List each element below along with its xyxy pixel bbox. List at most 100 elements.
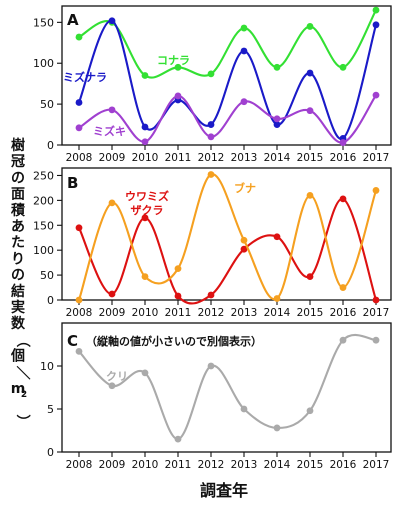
x-tick-label: 2009	[99, 459, 126, 471]
data-point	[108, 382, 116, 390]
y-axis-title-char: m	[11, 381, 26, 397]
y-tick-label: 50	[40, 269, 54, 282]
data-point	[141, 138, 149, 146]
x-tick-label: 2014	[264, 307, 291, 319]
y-axis-title-char: 樹	[11, 137, 25, 154]
panel-label: B	[67, 174, 78, 192]
y-tick-label: 0	[47, 139, 54, 152]
data-point	[306, 69, 314, 77]
plot-frame	[61, 5, 392, 146]
data-point	[141, 72, 149, 79]
x-tick-label: 2010	[132, 307, 159, 319]
data-point	[273, 295, 281, 302]
data-point	[240, 47, 248, 55]
x-tick-label: 2008	[66, 459, 93, 471]
y-tick-label: 100	[33, 57, 54, 70]
y-tick-label: 250	[33, 169, 54, 182]
data-point	[75, 99, 83, 106]
data-point	[372, 91, 380, 99]
data-point	[75, 124, 83, 132]
data-point	[75, 296, 83, 304]
x-tick-label: 2017	[363, 307, 390, 319]
x-tick-label: 2016	[330, 152, 357, 164]
x-tick-label: 2011	[165, 459, 192, 471]
series-label: ウワミズ	[125, 189, 169, 203]
y-axis-title-char: （	[14, 333, 30, 347]
data-point	[273, 424, 281, 432]
x-tick-label: 2012	[198, 459, 225, 471]
data-point	[306, 273, 314, 280]
data-point	[108, 17, 116, 25]
series-line	[78, 94, 377, 144]
series-label: ミズキ	[93, 124, 126, 138]
series-label: ザクラ	[131, 204, 164, 217]
x-tick-label: 2009	[99, 307, 126, 319]
x-tick-label: 2010	[132, 152, 159, 164]
data-point	[339, 195, 347, 203]
data-point	[273, 115, 281, 123]
x-tick-label: 2015	[297, 307, 324, 319]
y-axis-title-char: 結	[11, 283, 25, 300]
data-point	[339, 63, 347, 71]
data-point	[108, 106, 116, 114]
series-line	[78, 333, 377, 441]
y-tick-label: 0	[47, 446, 54, 459]
data-point	[75, 347, 83, 355]
y-axis-title-char: の	[11, 170, 25, 186]
y-axis-title-char: ／	[14, 366, 30, 380]
y-tick-label: 150	[33, 219, 54, 232]
data-point	[273, 63, 281, 71]
y-tick-label: 10	[40, 360, 54, 373]
data-point	[207, 291, 215, 299]
x-tick-label: 2010	[132, 459, 159, 471]
series-line	[78, 19, 378, 140]
series-label: クリ	[106, 370, 128, 383]
x-tick-label: 2011	[165, 152, 192, 164]
data-point	[306, 107, 314, 115]
y-axis-title-char: ）	[14, 414, 30, 428]
x-tick-label: 2017	[363, 152, 390, 164]
data-point	[207, 70, 215, 78]
data-point	[207, 171, 215, 178]
plot-frame	[61, 167, 392, 301]
y-tick-label: 5	[47, 403, 54, 416]
x-tick-label: 2015	[297, 459, 324, 471]
data-point	[306, 407, 314, 415]
data-point	[174, 92, 182, 100]
x-axis-title: 調査年	[200, 481, 248, 500]
y-axis-title-char: 数	[11, 315, 26, 332]
x-tick-label: 2016	[330, 459, 357, 471]
x-tick-label: 2009	[99, 152, 126, 164]
data-point	[141, 123, 149, 131]
series-label: コナラ	[157, 54, 190, 67]
data-point	[339, 139, 347, 146]
y-axis-title-char: た	[11, 235, 25, 251]
data-point	[372, 336, 380, 344]
x-tick-label: 2008	[66, 152, 93, 164]
data-point	[75, 33, 83, 41]
panel-c: 0 5 10 2008 2009 2010 2011 2012 2013 2014 2015 2016…	[40, 322, 392, 471]
y-axis-title-char: 積	[10, 202, 26, 219]
data-point	[141, 369, 149, 377]
x-tick-label: 2013	[231, 307, 258, 319]
series-line	[78, 197, 377, 305]
y-tick-label: 100	[33, 244, 54, 257]
x-tick-label: 2012	[198, 152, 225, 164]
y-axis-title-char: 面	[11, 187, 25, 203]
y-tick-label: 150	[33, 16, 54, 29]
panel-label: C	[67, 332, 78, 350]
y-axis-title-char: あ	[11, 219, 25, 235]
y-tick-label: 0	[47, 294, 54, 307]
data-point	[240, 98, 248, 106]
y-axis-title-char: 2	[21, 390, 27, 400]
data-point	[174, 292, 182, 300]
data-point	[108, 290, 116, 298]
y-tick-label: 200	[33, 194, 54, 207]
data-point	[174, 435, 182, 443]
data-point	[240, 405, 248, 413]
panel-label: A	[67, 11, 79, 29]
x-tick-label: 2013	[231, 152, 258, 164]
